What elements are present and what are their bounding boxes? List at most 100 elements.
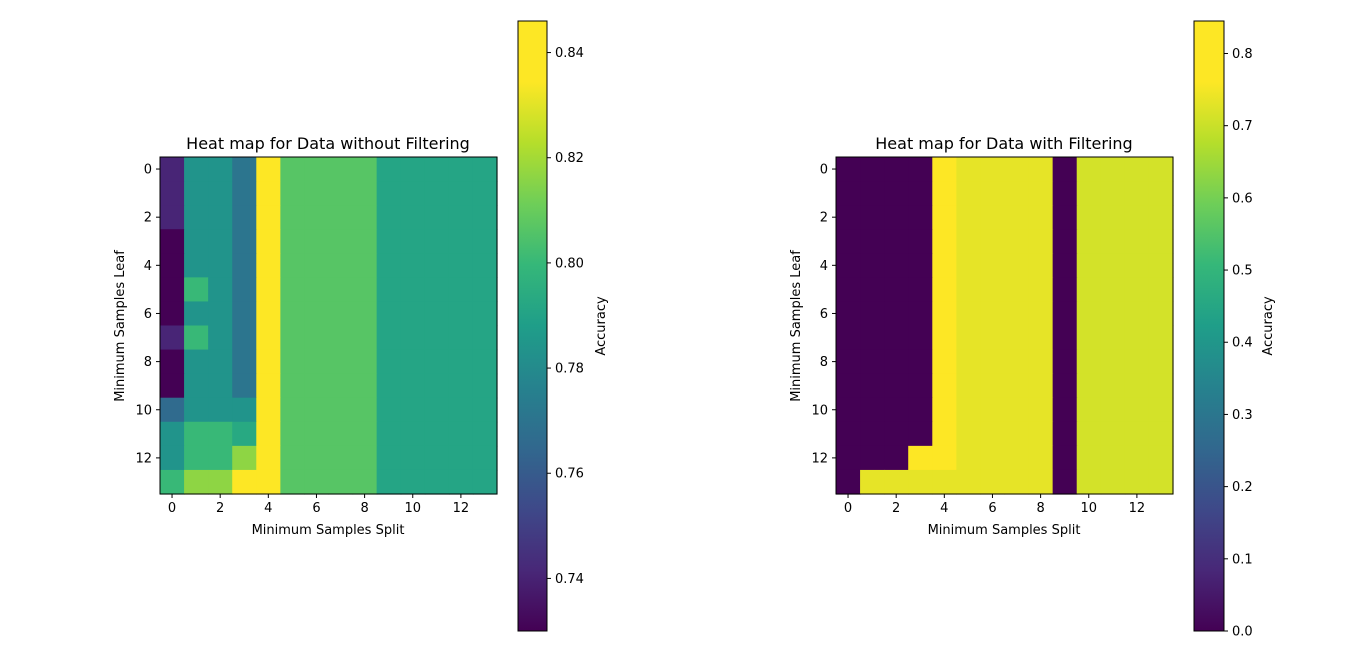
- heatmap-cell: [956, 301, 982, 327]
- heatmap-cell: [836, 445, 861, 471]
- heatmap-cell: [352, 373, 378, 399]
- y-tick-label: 12: [811, 451, 828, 466]
- heatmap-cell: [472, 373, 498, 399]
- heatmap-cell: [1124, 157, 1150, 182]
- heatmap-cell: [860, 253, 885, 278]
- heatmap-cell: [836, 373, 861, 399]
- heatmap-cell: [232, 445, 257, 471]
- x-tick-label: 2: [216, 501, 224, 516]
- heatmap-cell: [328, 445, 354, 471]
- heatmap-cell: [208, 349, 233, 375]
- heatmap-cell: [400, 373, 426, 399]
- heatmap-cell: [1100, 301, 1126, 327]
- heatmap-cell: [208, 397, 233, 423]
- heatmap-cell: [1076, 253, 1102, 278]
- heatmap-cell: [472, 445, 498, 471]
- chart-1-colorbar: 0.74 0.76 0.78 0.80 0.82 0.84 Accuracy: [517, 20, 609, 632]
- heatmap-cell: [184, 445, 209, 471]
- heatmap-cell: [836, 205, 861, 230]
- heatmap-cell: [908, 349, 933, 375]
- heatmap-cell: [1148, 325, 1174, 351]
- heatmap-cell: [160, 277, 185, 303]
- heatmap-cell: [184, 373, 209, 399]
- heatmap-cell: [1076, 181, 1102, 206]
- heatmap-cell: [1148, 373, 1174, 399]
- colorbar-tick-label: 0.2: [1232, 480, 1253, 495]
- chart-1-colorbar-label: Accuracy: [594, 296, 609, 356]
- heatmap-cell: [184, 181, 209, 206]
- heatmap-cell: [908, 373, 933, 399]
- heatmap-cell: [1124, 421, 1150, 447]
- heatmap-cell: [908, 325, 933, 351]
- heatmap-cell: [860, 229, 885, 254]
- y-tick-label: 0: [820, 163, 828, 178]
- heatmap-cell: [160, 301, 185, 327]
- heatmap-cell: [352, 397, 378, 423]
- heatmap-cell: [956, 277, 982, 303]
- heatmap-cell: [280, 445, 306, 471]
- heatmap-cell: [304, 373, 330, 399]
- heatmap-cell: [1124, 373, 1150, 399]
- heatmap-cell: [232, 349, 257, 375]
- colorbar-tick-label: 0.1: [1232, 552, 1253, 567]
- heatmap-cell: [1052, 325, 1078, 351]
- heatmap-cell: [328, 325, 354, 351]
- heatmap-cell: [836, 349, 861, 375]
- heatmap-cell: [400, 253, 426, 278]
- heatmap-cell: [1076, 205, 1102, 230]
- heatmap-cell: [232, 205, 257, 230]
- heatmap-cell: [472, 181, 498, 206]
- heatmap-cell: [956, 373, 982, 399]
- colorbar-tick-label: 0.78: [555, 362, 584, 377]
- y-tick-label: 10: [811, 403, 828, 418]
- heatmap-cell: [1148, 205, 1174, 230]
- heatmap-cell: [1004, 469, 1030, 495]
- heatmap-cell: [304, 421, 330, 447]
- heatmap-cell: [1148, 445, 1174, 471]
- heatmap-cell: [884, 421, 909, 447]
- heatmap-cell: [304, 205, 330, 230]
- heatmap-cell: [328, 205, 354, 230]
- heatmap-cell: [208, 277, 233, 303]
- heatmap-cell: [280, 301, 306, 327]
- heatmap-cell: [860, 445, 885, 471]
- heatmap-cell: [1052, 301, 1078, 327]
- heatmap-cell: [424, 397, 450, 423]
- heatmap-cell: [304, 445, 330, 471]
- heatmap-cell: [400, 277, 426, 303]
- colorbar-tick-label: 0.76: [555, 467, 584, 482]
- heatmap-cell: [448, 421, 474, 447]
- heatmap-cell: [376, 157, 402, 182]
- heatmap-cell: [1148, 301, 1174, 327]
- heatmap-cell: [256, 277, 281, 303]
- heatmap-cell: [256, 469, 281, 495]
- heatmap-cell: [352, 469, 378, 495]
- heatmap-cell: [304, 157, 330, 182]
- heatmap-cell: [424, 469, 450, 495]
- heatmap-cell: [280, 205, 306, 230]
- heatmap-cell: [304, 277, 330, 303]
- heatmap-cell: [1004, 373, 1030, 399]
- heatmap-cell: [160, 253, 185, 278]
- heatmap-cell: [908, 277, 933, 303]
- chart-2-title: Heat map for Data with Filtering: [875, 134, 1132, 153]
- heatmap-cell: [352, 229, 378, 254]
- heatmap-cell: [376, 277, 402, 303]
- heatmap-cell: [232, 277, 257, 303]
- x-tick-label: 2: [892, 501, 900, 516]
- heatmap-cell: [160, 397, 185, 423]
- heatmap-cell: [1076, 397, 1102, 423]
- colorbar-tick-label: 0.80: [555, 256, 584, 271]
- heatmap-cell: [1100, 349, 1126, 375]
- heatmap-cell: [860, 301, 885, 327]
- heatmap-cell: [280, 469, 306, 495]
- heatmap-cell: [376, 445, 402, 471]
- heatmap-cell: [208, 157, 233, 182]
- chart-1-y-ticks: 0 2 4 6 8 10 12: [135, 163, 160, 466]
- heatmap-cell: [256, 445, 281, 471]
- heatmap-cell: [1100, 421, 1126, 447]
- heatmap-cell: [1100, 205, 1126, 230]
- heatmap-cell: [256, 181, 281, 206]
- heatmap-cell: [836, 397, 861, 423]
- heatmap-cell: [1052, 229, 1078, 254]
